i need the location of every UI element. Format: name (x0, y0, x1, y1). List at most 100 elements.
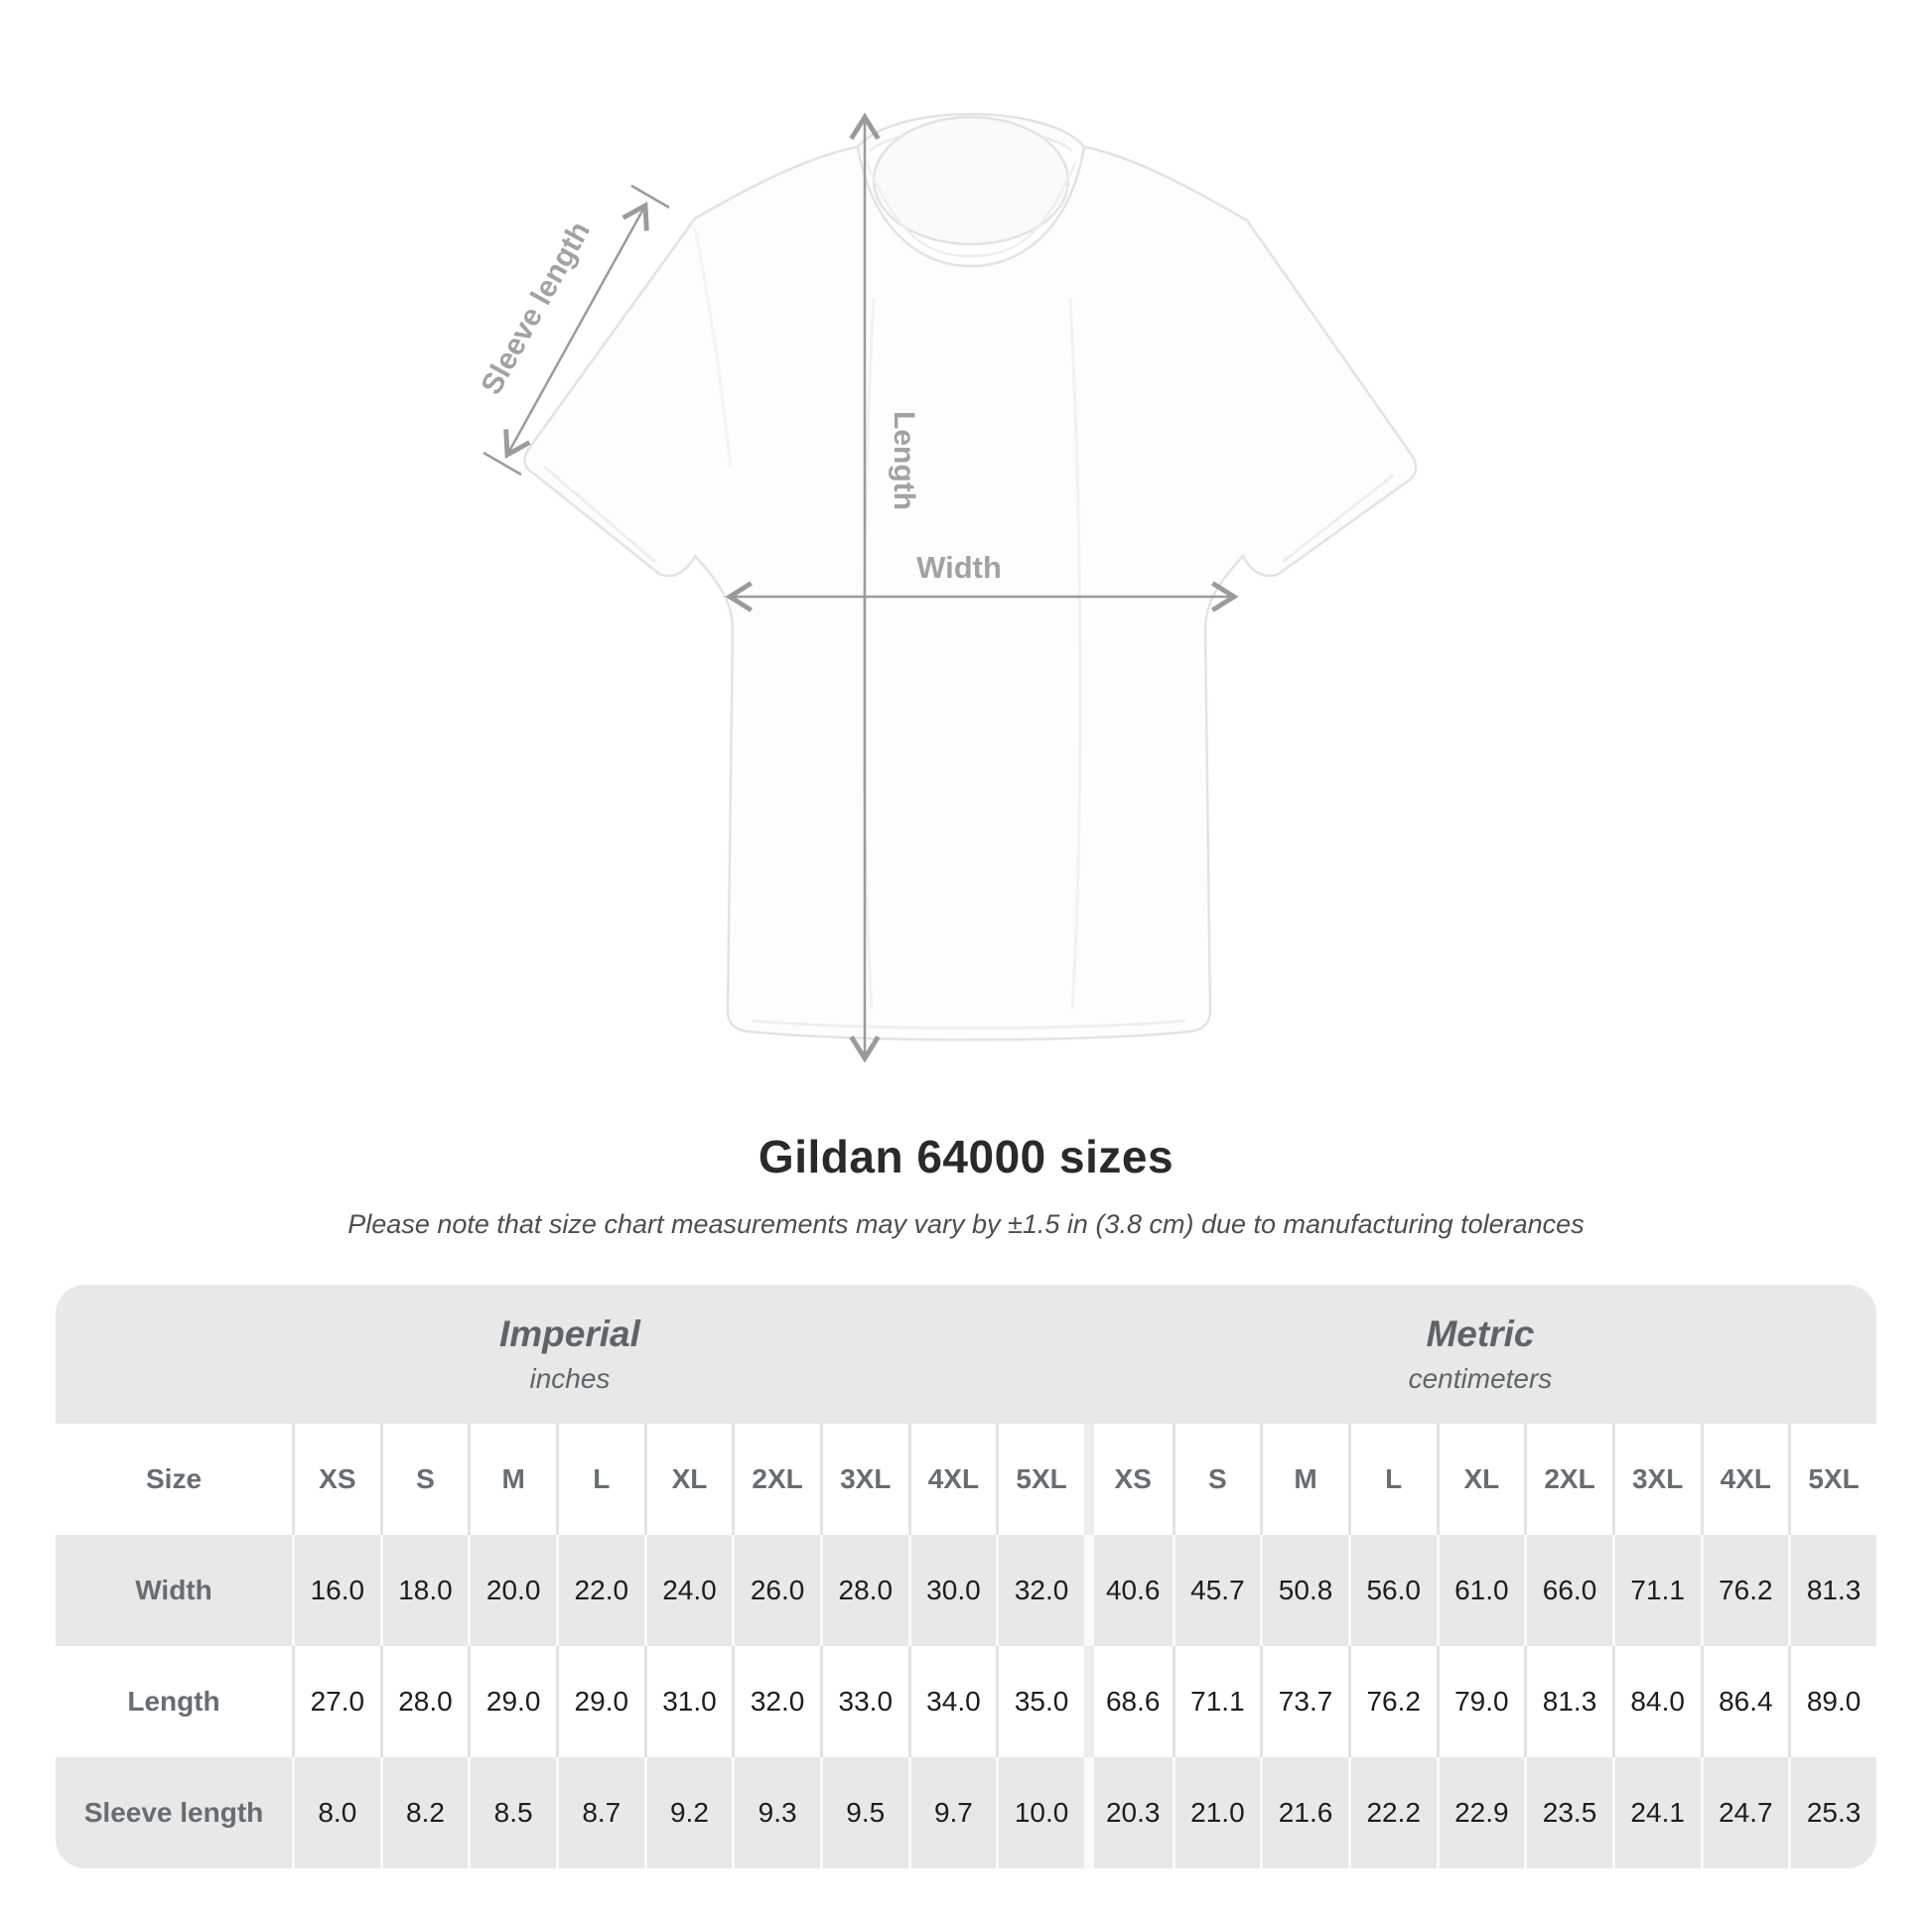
heading-block: Gildan 64000 sizes Please note that size… (0, 1130, 1932, 1240)
length-metric-2xl: 81.3 (1524, 1646, 1612, 1757)
length-metric-m: 73.7 (1260, 1646, 1348, 1757)
shirt-diagram: Sleeve length Length Width (475, 112, 1418, 1063)
length-imperial-l: 29.0 (555, 1646, 644, 1757)
size-header-imperial-l: L (555, 1424, 644, 1535)
width-imperial-l: 22.0 (555, 1535, 644, 1646)
metric-title: Metric (1426, 1313, 1535, 1354)
size-column-header: Size (56, 1424, 292, 1535)
size-header-metric-xs: XS (1083, 1424, 1173, 1535)
size-header-imperial-4xl: 4XL (907, 1424, 997, 1535)
size-chart-table: Imperial inches Metric centimeters Size … (56, 1285, 1876, 1868)
row-label-length: Length (56, 1646, 292, 1757)
size-header-metric-xl: XL (1436, 1424, 1525, 1535)
sleeve-metric-xl: 22.9 (1436, 1757, 1525, 1868)
sleeve-length-label: Sleeve length (475, 216, 597, 400)
width-metric-4xl: 76.2 (1700, 1535, 1789, 1646)
imperial-unit: inches (529, 1363, 611, 1394)
width-metric-5xl: 81.3 (1788, 1535, 1876, 1646)
unit-section-row: Imperial inches Metric centimeters (56, 1285, 1876, 1424)
size-header-metric-2xl: 2XL (1524, 1424, 1612, 1535)
width-imperial-4xl: 30.0 (907, 1535, 997, 1646)
width-imperial-m: 20.0 (468, 1535, 556, 1646)
size-header-imperial-5xl: 5XL (996, 1424, 1084, 1535)
width-row: Width 16.0 18.0 20.0 22.0 24.0 26.0 28.0… (56, 1535, 1876, 1646)
size-header-row: Size XS S M L XL 2XL 3XL 4XL 5XL XS S M … (56, 1424, 1876, 1535)
size-header-imperial-3xl: 3XL (819, 1424, 908, 1535)
width-imperial-5xl: 32.0 (996, 1535, 1084, 1646)
length-metric-4xl: 86.4 (1700, 1646, 1789, 1757)
size-header-metric-4xl: 4XL (1700, 1424, 1789, 1535)
row-label-width: Width (56, 1535, 292, 1646)
sleeve-imperial-4xl: 9.7 (907, 1757, 997, 1868)
length-imperial-s: 28.0 (379, 1646, 469, 1757)
sleeve-metric-l: 22.2 (1347, 1757, 1437, 1868)
sleeve-length-row: Sleeve length 8.0 8.2 8.5 8.7 9.2 9.3 9.… (56, 1757, 1876, 1868)
width-imperial-xs: 16.0 (292, 1535, 380, 1646)
sleeve-metric-m: 21.6 (1260, 1757, 1348, 1868)
sleeve-imperial-l: 8.7 (555, 1757, 644, 1868)
width-metric-3xl: 71.1 (1611, 1535, 1701, 1646)
size-header-metric-3xl: 3XL (1611, 1424, 1701, 1535)
length-metric-l: 76.2 (1347, 1646, 1437, 1757)
sleeve-imperial-5xl: 10.0 (996, 1757, 1084, 1868)
length-metric-xl: 79.0 (1436, 1646, 1525, 1757)
sleeve-metric-5xl: 25.3 (1788, 1757, 1876, 1868)
length-metric-3xl: 84.0 (1611, 1646, 1701, 1757)
sleeve-imperial-2xl: 9.3 (732, 1757, 820, 1868)
length-row: Length 27.0 28.0 29.0 29.0 31.0 32.0 33.… (56, 1646, 1876, 1757)
imperial-title: Imperial (499, 1313, 640, 1354)
length-label: Length (888, 411, 920, 510)
sleeve-metric-2xl: 23.5 (1524, 1757, 1612, 1868)
length-imperial-2xl: 32.0 (732, 1646, 820, 1757)
width-metric-xl: 61.0 (1436, 1535, 1525, 1646)
length-imperial-5xl: 35.0 (996, 1646, 1084, 1757)
width-imperial-2xl: 26.0 (732, 1535, 820, 1646)
size-header-metric-l: L (1347, 1424, 1437, 1535)
length-imperial-3xl: 33.0 (819, 1646, 908, 1757)
size-header-imperial-m: M (468, 1424, 556, 1535)
size-header-metric-s: S (1172, 1424, 1261, 1535)
length-metric-5xl: 89.0 (1788, 1646, 1876, 1757)
length-metric-xs: 68.6 (1083, 1646, 1173, 1757)
sleeve-imperial-xl: 9.2 (643, 1757, 733, 1868)
size-header-imperial-xs: XS (292, 1424, 380, 1535)
metric-unit: centimeters (1408, 1363, 1553, 1394)
width-imperial-xl: 24.0 (643, 1535, 733, 1646)
sleeve-metric-xs: 20.3 (1083, 1757, 1173, 1868)
length-metric-s: 71.1 (1172, 1646, 1261, 1757)
width-imperial-s: 18.0 (379, 1535, 469, 1646)
page-title: Gildan 64000 sizes (758, 1131, 1174, 1182)
sleeve-metric-s: 21.0 (1172, 1757, 1261, 1868)
row-label-sleeve-length: Sleeve length (56, 1757, 292, 1868)
size-table-container: Imperial inches Metric centimeters Size … (56, 1285, 1876, 1868)
sleeve-tick-top (630, 184, 670, 209)
width-annotation: Width (725, 550, 1239, 613)
width-metric-l: 56.0 (1347, 1535, 1437, 1646)
size-header-imperial-s: S (379, 1424, 469, 1535)
size-header-metric-5xl: 5XL (1788, 1424, 1876, 1535)
sleeve-tick-bottom (483, 451, 522, 477)
sleeve-imperial-m: 8.5 (468, 1757, 556, 1868)
length-imperial-xs: 27.0 (292, 1646, 380, 1757)
width-metric-m: 50.8 (1260, 1535, 1348, 1646)
size-header-imperial-2xl: 2XL (732, 1424, 820, 1535)
metric-section-header: Metric centimeters (1083, 1285, 1876, 1424)
size-header-metric-m: M (1260, 1424, 1348, 1535)
sleeve-metric-4xl: 24.7 (1700, 1757, 1789, 1868)
sleeve-imperial-3xl: 9.5 (819, 1757, 908, 1868)
width-imperial-3xl: 28.0 (819, 1535, 908, 1646)
width-metric-xs: 40.6 (1083, 1535, 1173, 1646)
sleeve-length-arrow (503, 201, 649, 460)
width-metric-s: 45.7 (1172, 1535, 1261, 1646)
width-metric-2xl: 66.0 (1524, 1535, 1612, 1646)
length-imperial-xl: 31.0 (643, 1646, 733, 1757)
length-imperial-4xl: 34.0 (907, 1646, 997, 1757)
length-imperial-m: 29.0 (468, 1646, 556, 1757)
width-label: Width (916, 550, 1002, 585)
sleeve-metric-3xl: 24.1 (1611, 1757, 1701, 1868)
tolerance-note: Please note that size chart measurements… (347, 1209, 1585, 1239)
imperial-section-header: Imperial inches (56, 1285, 1084, 1424)
sleeve-imperial-xs: 8.0 (292, 1757, 380, 1868)
sleeve-imperial-s: 8.2 (379, 1757, 469, 1868)
